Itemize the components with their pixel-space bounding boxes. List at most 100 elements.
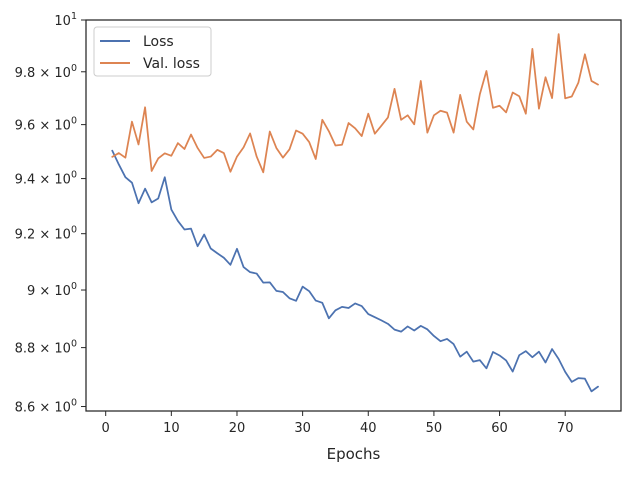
- data-point-loss: [256, 273, 258, 275]
- data-point-val-loss: [334, 145, 336, 147]
- data-point-loss: [111, 150, 113, 152]
- data-point-val-loss: [426, 132, 428, 134]
- data-point-val-loss: [111, 156, 113, 158]
- data-point-val-loss: [295, 130, 297, 132]
- data-point-loss: [151, 201, 153, 203]
- data-point-loss: [275, 290, 277, 292]
- data-point-loss: [459, 356, 461, 358]
- data-point-val-loss: [577, 82, 579, 84]
- data-point-loss: [118, 163, 120, 165]
- data-point-val-loss: [262, 171, 264, 173]
- data-point-loss: [183, 229, 185, 231]
- data-point-loss: [472, 361, 474, 363]
- data-point-loss: [492, 351, 494, 353]
- y-axis: 8.6 × 100 8.8 × 100 9 × 100 9.2 × 100 9.4 × …: [15, 11, 86, 416]
- data-point-loss: [400, 331, 402, 333]
- x-axis-label: Epochs: [327, 445, 381, 463]
- data-point-val-loss: [446, 112, 448, 114]
- data-point-val-loss: [282, 157, 284, 159]
- data-point-val-loss: [131, 121, 133, 123]
- data-point-loss: [433, 335, 435, 337]
- data-point-val-loss: [157, 157, 159, 159]
- data-point-val-loss: [341, 144, 343, 146]
- data-point-loss: [505, 359, 507, 361]
- data-point-val-loss: [466, 121, 468, 123]
- data-point-loss: [223, 257, 225, 259]
- data-point-loss: [302, 286, 304, 288]
- data-point-val-loss: [144, 106, 146, 108]
- data-point-loss: [420, 325, 422, 327]
- data-point-val-loss: [439, 110, 441, 112]
- data-point-val-loss: [302, 133, 304, 135]
- data-point-loss: [564, 371, 566, 373]
- data-point-loss: [138, 202, 140, 204]
- data-point-val-loss: [558, 33, 560, 35]
- data-point-val-loss: [328, 130, 330, 132]
- data-point-val-loss: [367, 113, 369, 115]
- data-point-val-loss: [400, 119, 402, 121]
- legend-label-val-loss: Val. loss: [143, 56, 200, 72]
- data-point-val-loss: [538, 108, 540, 110]
- data-point-val-loss: [275, 147, 277, 149]
- data-point-val-loss: [269, 131, 271, 133]
- data-point-val-loss: [492, 107, 494, 109]
- data-point-val-loss: [315, 158, 317, 160]
- data-point-val-loss: [564, 97, 566, 99]
- series-lines: [111, 33, 599, 393]
- data-point-val-loss: [551, 97, 553, 99]
- data-point-val-loss: [394, 88, 396, 90]
- data-point-val-loss: [459, 94, 461, 96]
- data-point-val-loss: [374, 133, 376, 135]
- data-point-loss: [203, 234, 205, 236]
- data-point-val-loss: [249, 132, 251, 134]
- data-point-loss: [374, 316, 376, 318]
- data-point-loss: [387, 323, 389, 325]
- data-point-loss: [354, 302, 356, 304]
- data-point-val-loss: [256, 156, 258, 158]
- data-point-loss: [170, 209, 172, 211]
- legend-label-loss: Loss: [143, 34, 174, 50]
- data-point-loss: [479, 359, 481, 361]
- data-point-loss: [321, 302, 323, 304]
- data-point-loss: [295, 300, 297, 302]
- data-point-loss: [453, 343, 455, 345]
- data-point-loss: [328, 317, 330, 319]
- data-point-loss: [394, 329, 396, 331]
- data-point-val-loss: [597, 84, 599, 86]
- data-point-val-loss: [170, 155, 172, 157]
- data-point-val-loss: [571, 95, 573, 97]
- data-point-loss: [341, 306, 343, 308]
- data-point-val-loss: [531, 48, 533, 50]
- data-point-loss: [157, 198, 159, 200]
- x-tick-label: 60: [491, 421, 508, 436]
- x-tick-label: 40: [360, 421, 377, 436]
- data-point-loss: [545, 362, 547, 364]
- data-point-loss: [197, 245, 199, 247]
- data-point-val-loss: [308, 141, 310, 143]
- data-point-val-loss: [545, 76, 547, 78]
- data-point-val-loss: [118, 152, 120, 154]
- series-line-val-loss: [111, 33, 599, 174]
- data-point-loss: [131, 182, 133, 184]
- data-point-val-loss: [124, 157, 126, 159]
- x-tick-label: 70: [557, 421, 574, 436]
- data-point-loss: [308, 290, 310, 292]
- series-line-loss: [111, 149, 599, 393]
- data-point-loss: [531, 356, 533, 358]
- data-point-loss: [236, 248, 238, 250]
- data-point-val-loss: [485, 70, 487, 72]
- data-point-loss: [571, 381, 573, 383]
- data-point-loss: [315, 300, 317, 302]
- data-point-loss: [216, 252, 218, 254]
- data-point-loss: [551, 348, 553, 350]
- x-tick-label: 20: [229, 421, 246, 436]
- data-point-loss: [590, 390, 592, 392]
- data-point-loss: [426, 328, 428, 330]
- data-point-loss: [407, 325, 409, 327]
- data-point-val-loss: [216, 149, 218, 151]
- data-point-val-loss: [197, 147, 199, 149]
- data-point-loss: [124, 176, 126, 178]
- data-point-val-loss: [321, 119, 323, 121]
- data-point-loss: [512, 371, 514, 373]
